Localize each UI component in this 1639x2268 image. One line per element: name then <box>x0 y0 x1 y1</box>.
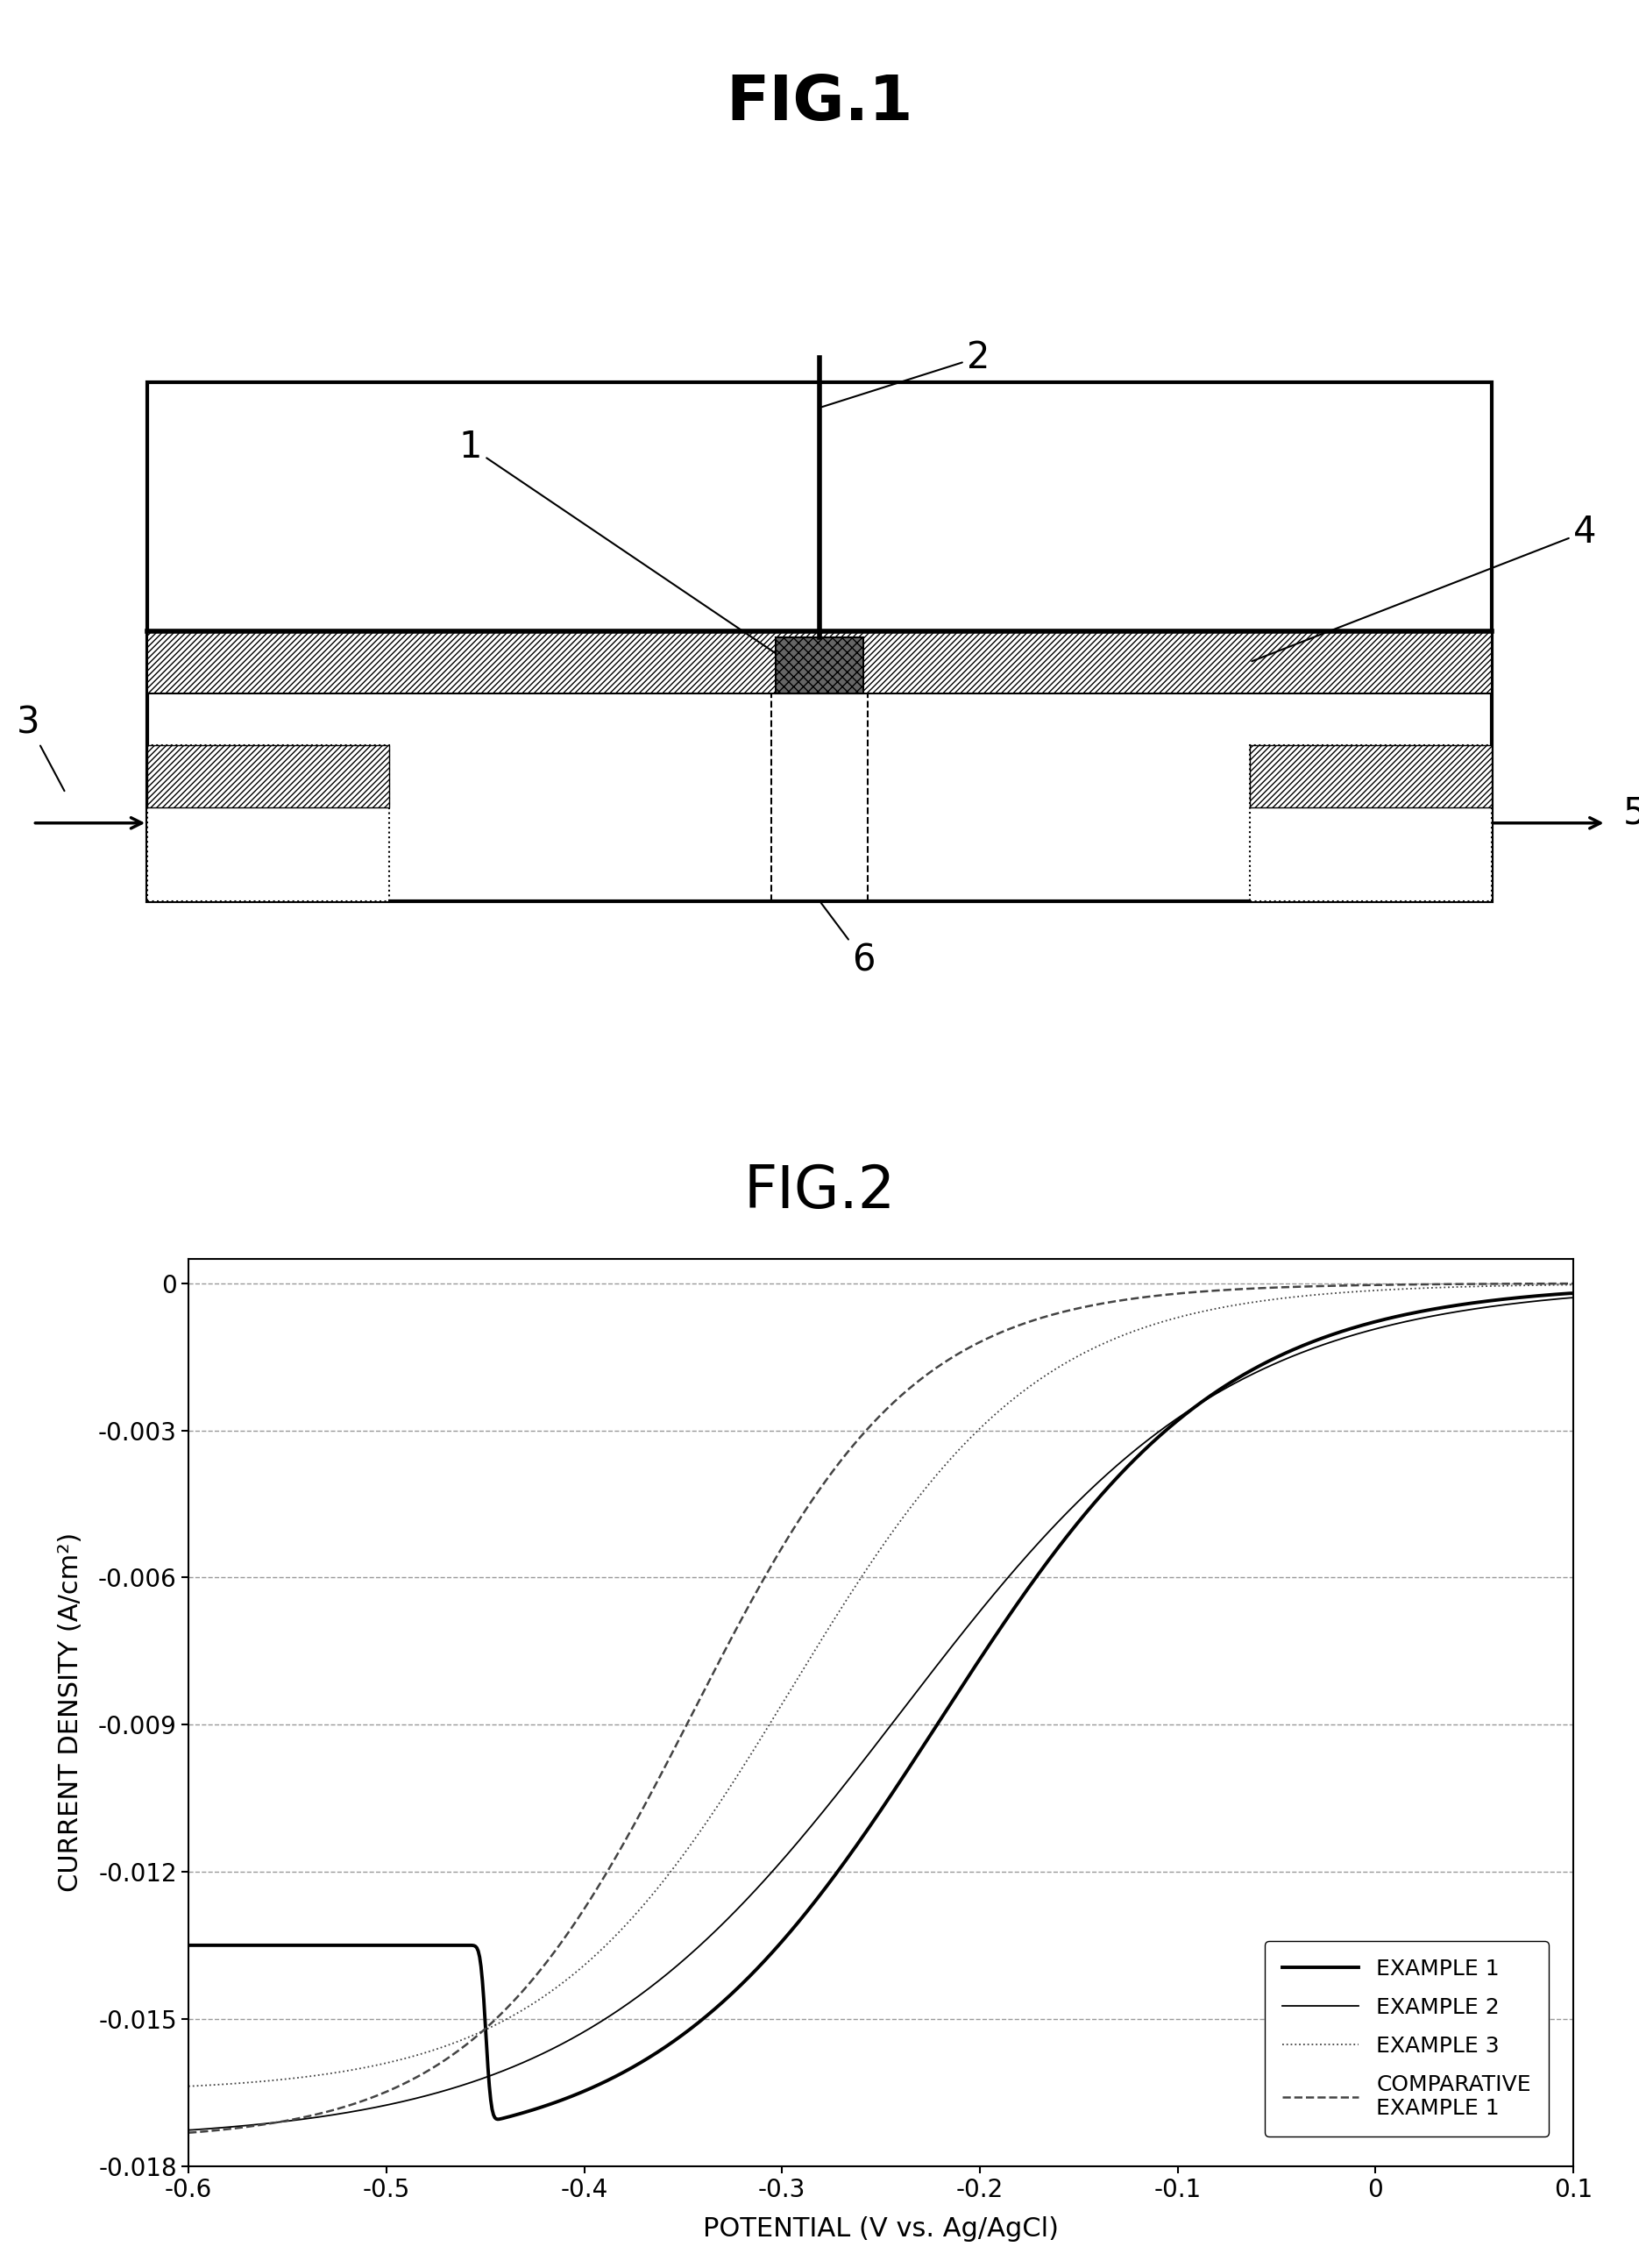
EXAMPLE 3 <box>1283 1284 1303 1311</box>
EXAMPLE 3 <box>1564 1270 1583 1297</box>
EXAMPLE 1 <box>1260 1347 1280 1374</box>
EXAMPLE 1 <box>741 1962 760 1989</box>
COMPARATIVE
EXAMPLE 1 <box>1129 1284 1149 1311</box>
Line: EXAMPLE 1: EXAMPLE 1 <box>188 1293 1573 2118</box>
Bar <box>148 746 390 900</box>
Text: 4: 4 <box>1252 513 1596 662</box>
Line: COMPARATIVE
EXAMPLE 1: COMPARATIVE EXAMPLE 1 <box>188 1284 1573 2132</box>
Y-axis label: CURRENT DENSITY (A/cm²): CURRENT DENSITY (A/cm²) <box>57 1533 84 1892</box>
EXAMPLE 2 <box>739 1885 759 1912</box>
EXAMPLE 3 <box>739 1744 759 1771</box>
EXAMPLE 1 <box>790 1907 810 1935</box>
Line: EXAMPLE 3: EXAMPLE 3 <box>188 1284 1573 2087</box>
COMPARATIVE
EXAMPLE 1 <box>1283 1272 1303 1300</box>
COMPARATIVE
EXAMPLE 1 <box>1564 1270 1583 1297</box>
Text: FIG.2: FIG.2 <box>744 1161 895 1220</box>
COMPARATIVE
EXAMPLE 1 <box>179 2118 198 2146</box>
EXAMPLE 2 <box>320 2102 339 2130</box>
Bar <box>148 631 1491 694</box>
Text: 2: 2 <box>821 338 990 406</box>
EXAMPLE 2 <box>788 1828 808 1855</box>
Text: 5: 5 <box>1623 794 1639 832</box>
Legend: EXAMPLE 1, EXAMPLE 2, EXAMPLE 3, COMPARATIVE
EXAMPLE 1: EXAMPLE 1, EXAMPLE 2, EXAMPLE 3, COMPARA… <box>1265 1941 1549 2136</box>
X-axis label: POTENTIAL (V vs. Ag/AgCl): POTENTIAL (V vs. Ag/AgCl) <box>703 2216 1059 2243</box>
COMPARATIVE
EXAMPLE 1 <box>1259 1275 1278 1302</box>
EXAMPLE 1 <box>1564 1279 1583 1306</box>
Line: EXAMPLE 2: EXAMPLE 2 <box>188 1297 1573 2130</box>
Text: 1: 1 <box>459 429 792 665</box>
EXAMPLE 2 <box>1283 1343 1303 1370</box>
COMPARATIVE
EXAMPLE 1 <box>788 1508 808 1535</box>
EXAMPLE 2 <box>179 2116 198 2143</box>
EXAMPLE 2 <box>1129 1433 1149 1461</box>
Bar <box>148 746 390 807</box>
EXAMPLE 1 <box>1131 1440 1151 1467</box>
EXAMPLE 1 <box>1285 1336 1305 1363</box>
EXAMPLE 2 <box>1564 1284 1583 1311</box>
EXAMPLE 3 <box>788 1662 808 1690</box>
COMPARATIVE
EXAMPLE 1 <box>739 1592 759 1619</box>
EXAMPLE 3 <box>1129 1315 1149 1343</box>
Text: 3: 3 <box>16 705 64 792</box>
EXAMPLE 3 <box>179 2073 198 2100</box>
Bar <box>1249 746 1491 900</box>
Text: FIG.1: FIG.1 <box>726 73 913 134</box>
Text: 6: 6 <box>821 903 875 978</box>
EXAMPLE 1 <box>320 1932 339 1960</box>
EXAMPLE 1 <box>179 1932 198 1960</box>
EXAMPLE 2 <box>1259 1354 1278 1381</box>
Bar <box>1249 746 1491 807</box>
COMPARATIVE
EXAMPLE 1 <box>320 2098 339 2125</box>
EXAMPLE 3 <box>1259 1286 1278 1313</box>
Bar <box>775 637 864 694</box>
EXAMPLE 1 <box>488 2105 508 2132</box>
Bar <box>148 381 1491 900</box>
EXAMPLE 3 <box>320 2059 339 2087</box>
